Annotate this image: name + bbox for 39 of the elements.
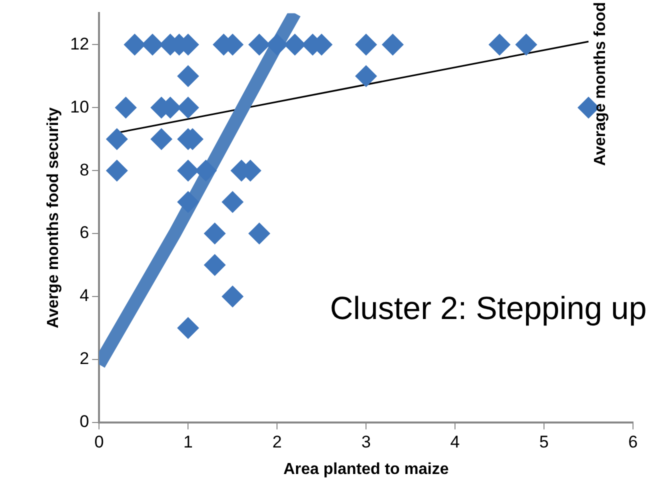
point: [142, 34, 164, 56]
annotation: Cluster 2: Stepping up: [330, 290, 647, 327]
point: [150, 128, 172, 150]
x-tick-label: 5: [539, 432, 549, 452]
point: [355, 34, 378, 56]
y-tick-label: 10: [70, 97, 90, 116]
point: [355, 65, 378, 88]
point: [382, 34, 404, 56]
point: [177, 316, 200, 339]
point: [515, 34, 538, 56]
point: [124, 34, 146, 56]
x-axis-title: Area planted to maize: [283, 460, 449, 478]
x-tick-label: 4: [450, 432, 460, 452]
point: [204, 254, 226, 276]
point: [177, 191, 200, 214]
point: [177, 65, 200, 88]
point: [177, 96, 200, 119]
point: [106, 128, 128, 150]
point: [222, 285, 244, 308]
x-tick-label: 0: [94, 432, 104, 452]
y-tick-label: 6: [80, 223, 90, 242]
annotation: Average months food: [592, 2, 610, 166]
x-tick-label: 2: [272, 432, 282, 452]
point: [204, 222, 226, 245]
x-tick-label: 6: [628, 432, 638, 452]
y-tick-label: 2: [80, 349, 90, 368]
point: [248, 34, 270, 56]
x-tick-label: 1: [183, 432, 193, 452]
point: [222, 191, 244, 214]
y-tick-label: 4: [80, 286, 90, 306]
y-axis-title: Averge months food security: [45, 107, 62, 328]
y-tick-label: 0: [80, 412, 90, 432]
x-tick-label: 3: [361, 432, 371, 452]
y-tick-label: 12: [70, 34, 90, 54]
point: [106, 160, 128, 182]
point: [248, 222, 270, 245]
y-tick-label: 8: [80, 160, 90, 180]
point: [488, 34, 511, 56]
point: [114, 96, 137, 119]
